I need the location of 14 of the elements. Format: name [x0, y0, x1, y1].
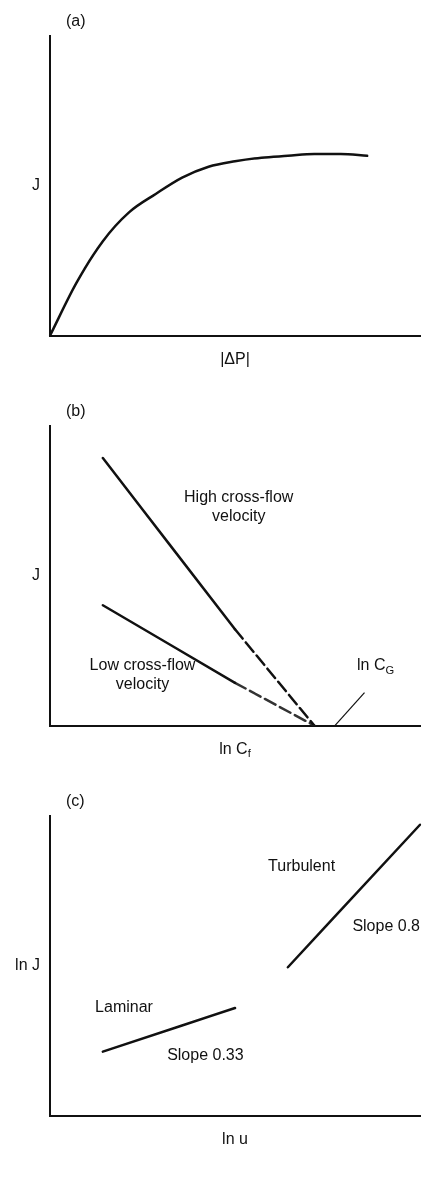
y-axis-title: J: [32, 566, 40, 584]
series-label: Laminar: [95, 998, 154, 1016]
y-axis-title: J: [32, 176, 40, 194]
series-label: High cross-flow velocity: [184, 487, 294, 524]
annotation: Slope 0.33: [167, 1046, 244, 1064]
chart-title: (b): [66, 402, 86, 420]
x-axis-title: |ΔP|: [220, 350, 250, 368]
chart-title: (c): [66, 792, 85, 810]
chart-title: (a): [66, 12, 86, 30]
annotation: Slope 0.8: [352, 917, 421, 935]
y-axis-title: ln J: [15, 956, 41, 974]
series-label: Low cross-flow velocity: [89, 655, 196, 692]
x-axis-title: ln u: [222, 1130, 248, 1148]
series-label: Turbulent: [268, 857, 336, 875]
